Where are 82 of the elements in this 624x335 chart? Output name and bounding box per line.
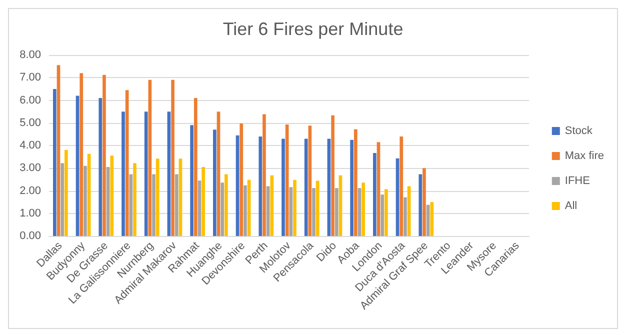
bar [122, 112, 125, 236]
bar [327, 138, 331, 236]
bar [76, 96, 80, 236]
bar [354, 129, 358, 236]
bar [152, 174, 156, 236]
bar [171, 80, 174, 236]
bar [289, 187, 293, 236]
bar [98, 98, 102, 236]
bar [270, 175, 274, 236]
bar [262, 114, 266, 236]
bar [156, 158, 160, 236]
legend-label: Stock [564, 125, 593, 137]
bar [64, 150, 68, 236]
bar [266, 186, 270, 236]
bar [213, 130, 216, 236]
bar [178, 158, 182, 236]
bar [53, 88, 56, 236]
bar [308, 126, 312, 236]
bar [80, 73, 84, 236]
bar [87, 154, 91, 236]
bar [293, 180, 296, 236]
bar [110, 156, 114, 236]
bar [244, 185, 247, 236]
bar [258, 136, 262, 236]
y-tick-label: 6.00 [20, 94, 41, 106]
bar [224, 174, 228, 236]
y-tick-label: 8.00 [20, 49, 41, 61]
bar [404, 197, 407, 236]
bar [430, 202, 434, 236]
bar [102, 74, 106, 236]
legend-label: All [564, 200, 578, 212]
bar [376, 142, 380, 236]
y-tick-label: 7.00 [20, 72, 41, 84]
bar [316, 180, 320, 236]
bar [247, 180, 251, 236]
bar [133, 163, 136, 236]
bar [144, 112, 148, 236]
bar [202, 166, 205, 236]
bar [384, 189, 388, 236]
bar [418, 174, 422, 236]
bar [400, 136, 404, 236]
y-tick-label: 5.00 [20, 116, 41, 129]
bar [407, 186, 411, 236]
bar [220, 182, 224, 236]
bar [396, 158, 400, 236]
bar [190, 125, 194, 236]
bar [60, 163, 64, 236]
bar [380, 194, 384, 236]
y-tick-label: 4.00 [20, 140, 41, 152]
legend-label: Max fire [564, 150, 604, 162]
bar [285, 124, 289, 236]
bar [362, 182, 365, 236]
bar [334, 188, 338, 236]
bar [174, 174, 178, 236]
chart-title: Tier 6 Fires per Minute [222, 19, 404, 39]
bar [350, 140, 354, 236]
bar [422, 168, 426, 236]
bar [84, 166, 87, 236]
y-tick-label: 2.00 [20, 184, 41, 197]
x-tick-label: Dido [314, 240, 339, 264]
bar [194, 98, 198, 236]
bar [167, 112, 171, 236]
bar [198, 180, 202, 236]
bar [282, 138, 285, 236]
bar [331, 115, 334, 236]
bar [338, 175, 342, 236]
bar [106, 166, 110, 236]
y-tick-label: 0.00 [20, 230, 41, 242]
bar [125, 90, 129, 236]
bar [129, 174, 133, 236]
bar [240, 124, 244, 236]
y-tick-label: 1.00 [20, 207, 41, 220]
bar [312, 188, 316, 236]
bar [216, 112, 220, 236]
bar [373, 152, 376, 236]
bar [236, 135, 240, 236]
bar [358, 188, 362, 236]
bar [148, 80, 152, 236]
y-tick-label: 3.00 [20, 162, 41, 174]
bar [304, 138, 308, 236]
bar [56, 65, 60, 236]
legend-label: IFHE [564, 175, 590, 187]
